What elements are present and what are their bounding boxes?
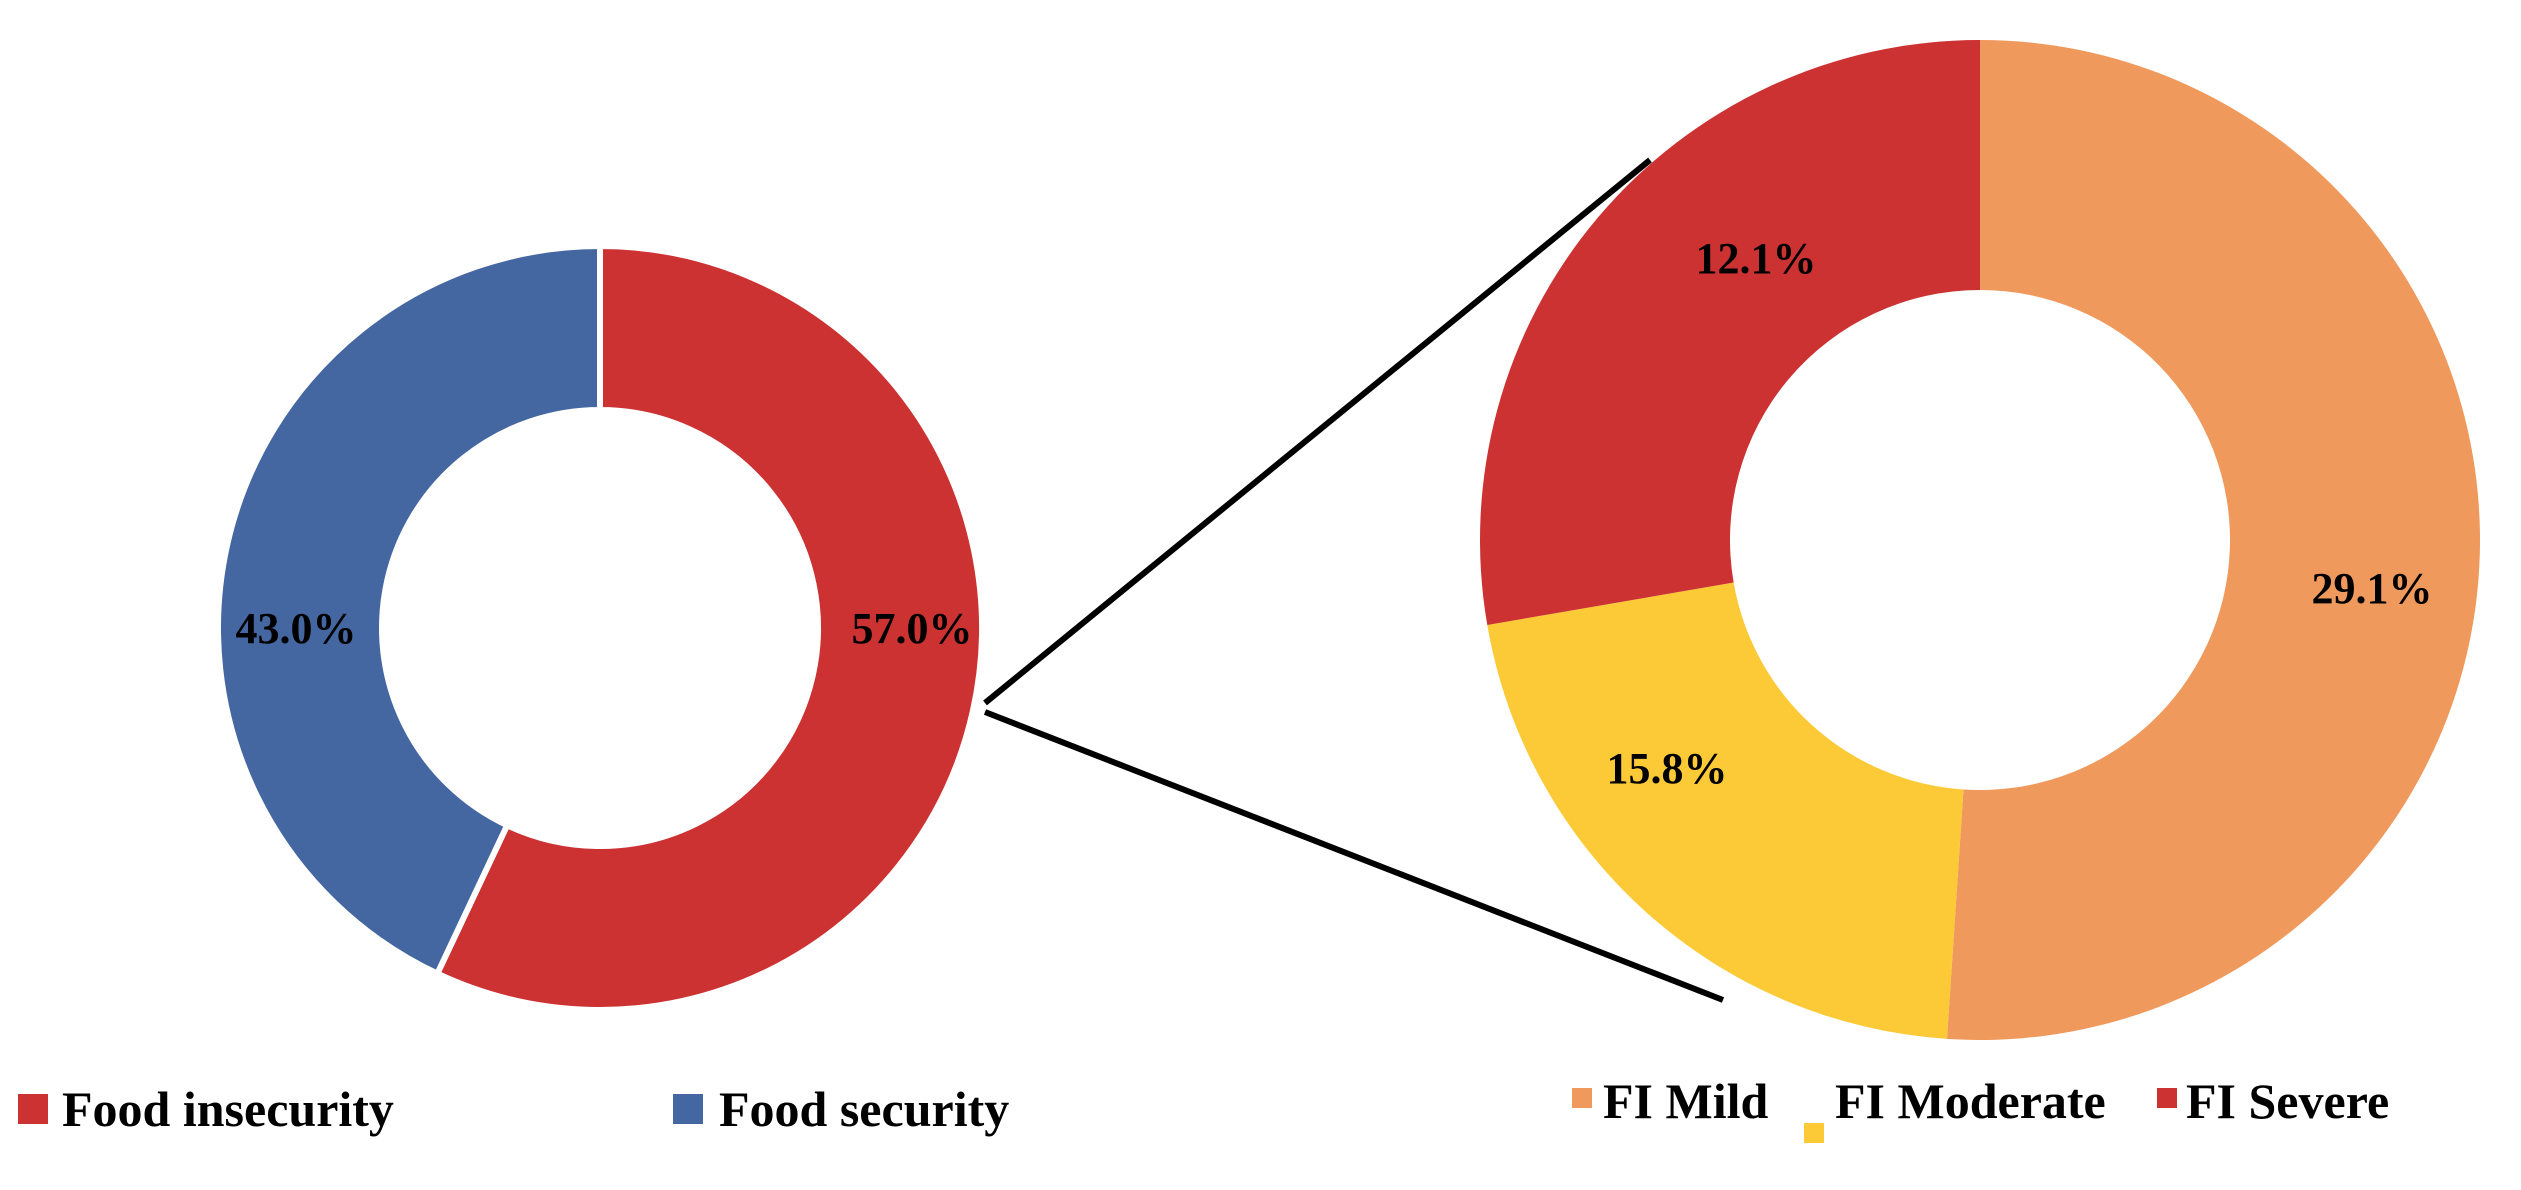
donut-chart-overall: 57.0% 43.0%: [215, 242, 985, 1013]
slice-food-security: [215, 242, 603, 978]
slice-fi-moderate: [1487, 582, 1964, 1039]
donut-chart-breakdown: 29.1% 12.1% 15.8%: [1480, 40, 2480, 1040]
legend-breakdown: FI Mild FI Moderate FI Severe: [1572, 1073, 2389, 1143]
slice-fi-severe: [1480, 40, 1980, 626]
legend-swatch-food-insecurity: [18, 1094, 48, 1124]
legend-label-fi-moderate: FI Moderate: [1835, 1073, 2106, 1129]
data-label-food-insecurity: 57.0%: [852, 604, 973, 653]
legend-item-food-insecurity: Food insecurity: [18, 1081, 394, 1137]
legend-label-food-security: Food security: [719, 1081, 1009, 1137]
legend-label-food-insecurity: Food insecurity: [62, 1081, 394, 1137]
slice-food-insecurity: [433, 242, 985, 1013]
connector-lines: [983, 157, 1725, 1003]
legend-item-fi-severe: FI Severe: [2157, 1073, 2389, 1129]
data-label-fi-severe: 15.8%: [1607, 744, 1728, 793]
legend-item-fi-moderate: FI Moderate: [1804, 1073, 2106, 1143]
legend-swatch-fi-moderate: [1804, 1123, 1824, 1143]
legend-label-fi-severe: FI Severe: [2186, 1073, 2389, 1129]
data-label-fi-mild: 29.1%: [2312, 564, 2433, 613]
legend-item-food-security: Food security: [673, 1081, 1009, 1137]
data-label-food-security: 43.0%: [236, 604, 357, 653]
legend-item-fi-mild: FI Mild: [1572, 1073, 1768, 1129]
legend-overall: Food insecurity Food security: [18, 1081, 1009, 1137]
connector-line-lower: [983, 709, 1725, 1003]
legend-swatch-fi-severe: [2157, 1088, 2177, 1108]
legend-swatch-food-security: [673, 1094, 703, 1124]
legend-swatch-fi-mild: [1572, 1088, 1592, 1108]
connector-line-upper: [983, 157, 1652, 706]
data-label-fi-moderate: 12.1%: [1696, 234, 1817, 283]
legend-label-fi-mild: FI Mild: [1603, 1073, 1768, 1129]
slice-fi-mild: [1946, 40, 2480, 1040]
